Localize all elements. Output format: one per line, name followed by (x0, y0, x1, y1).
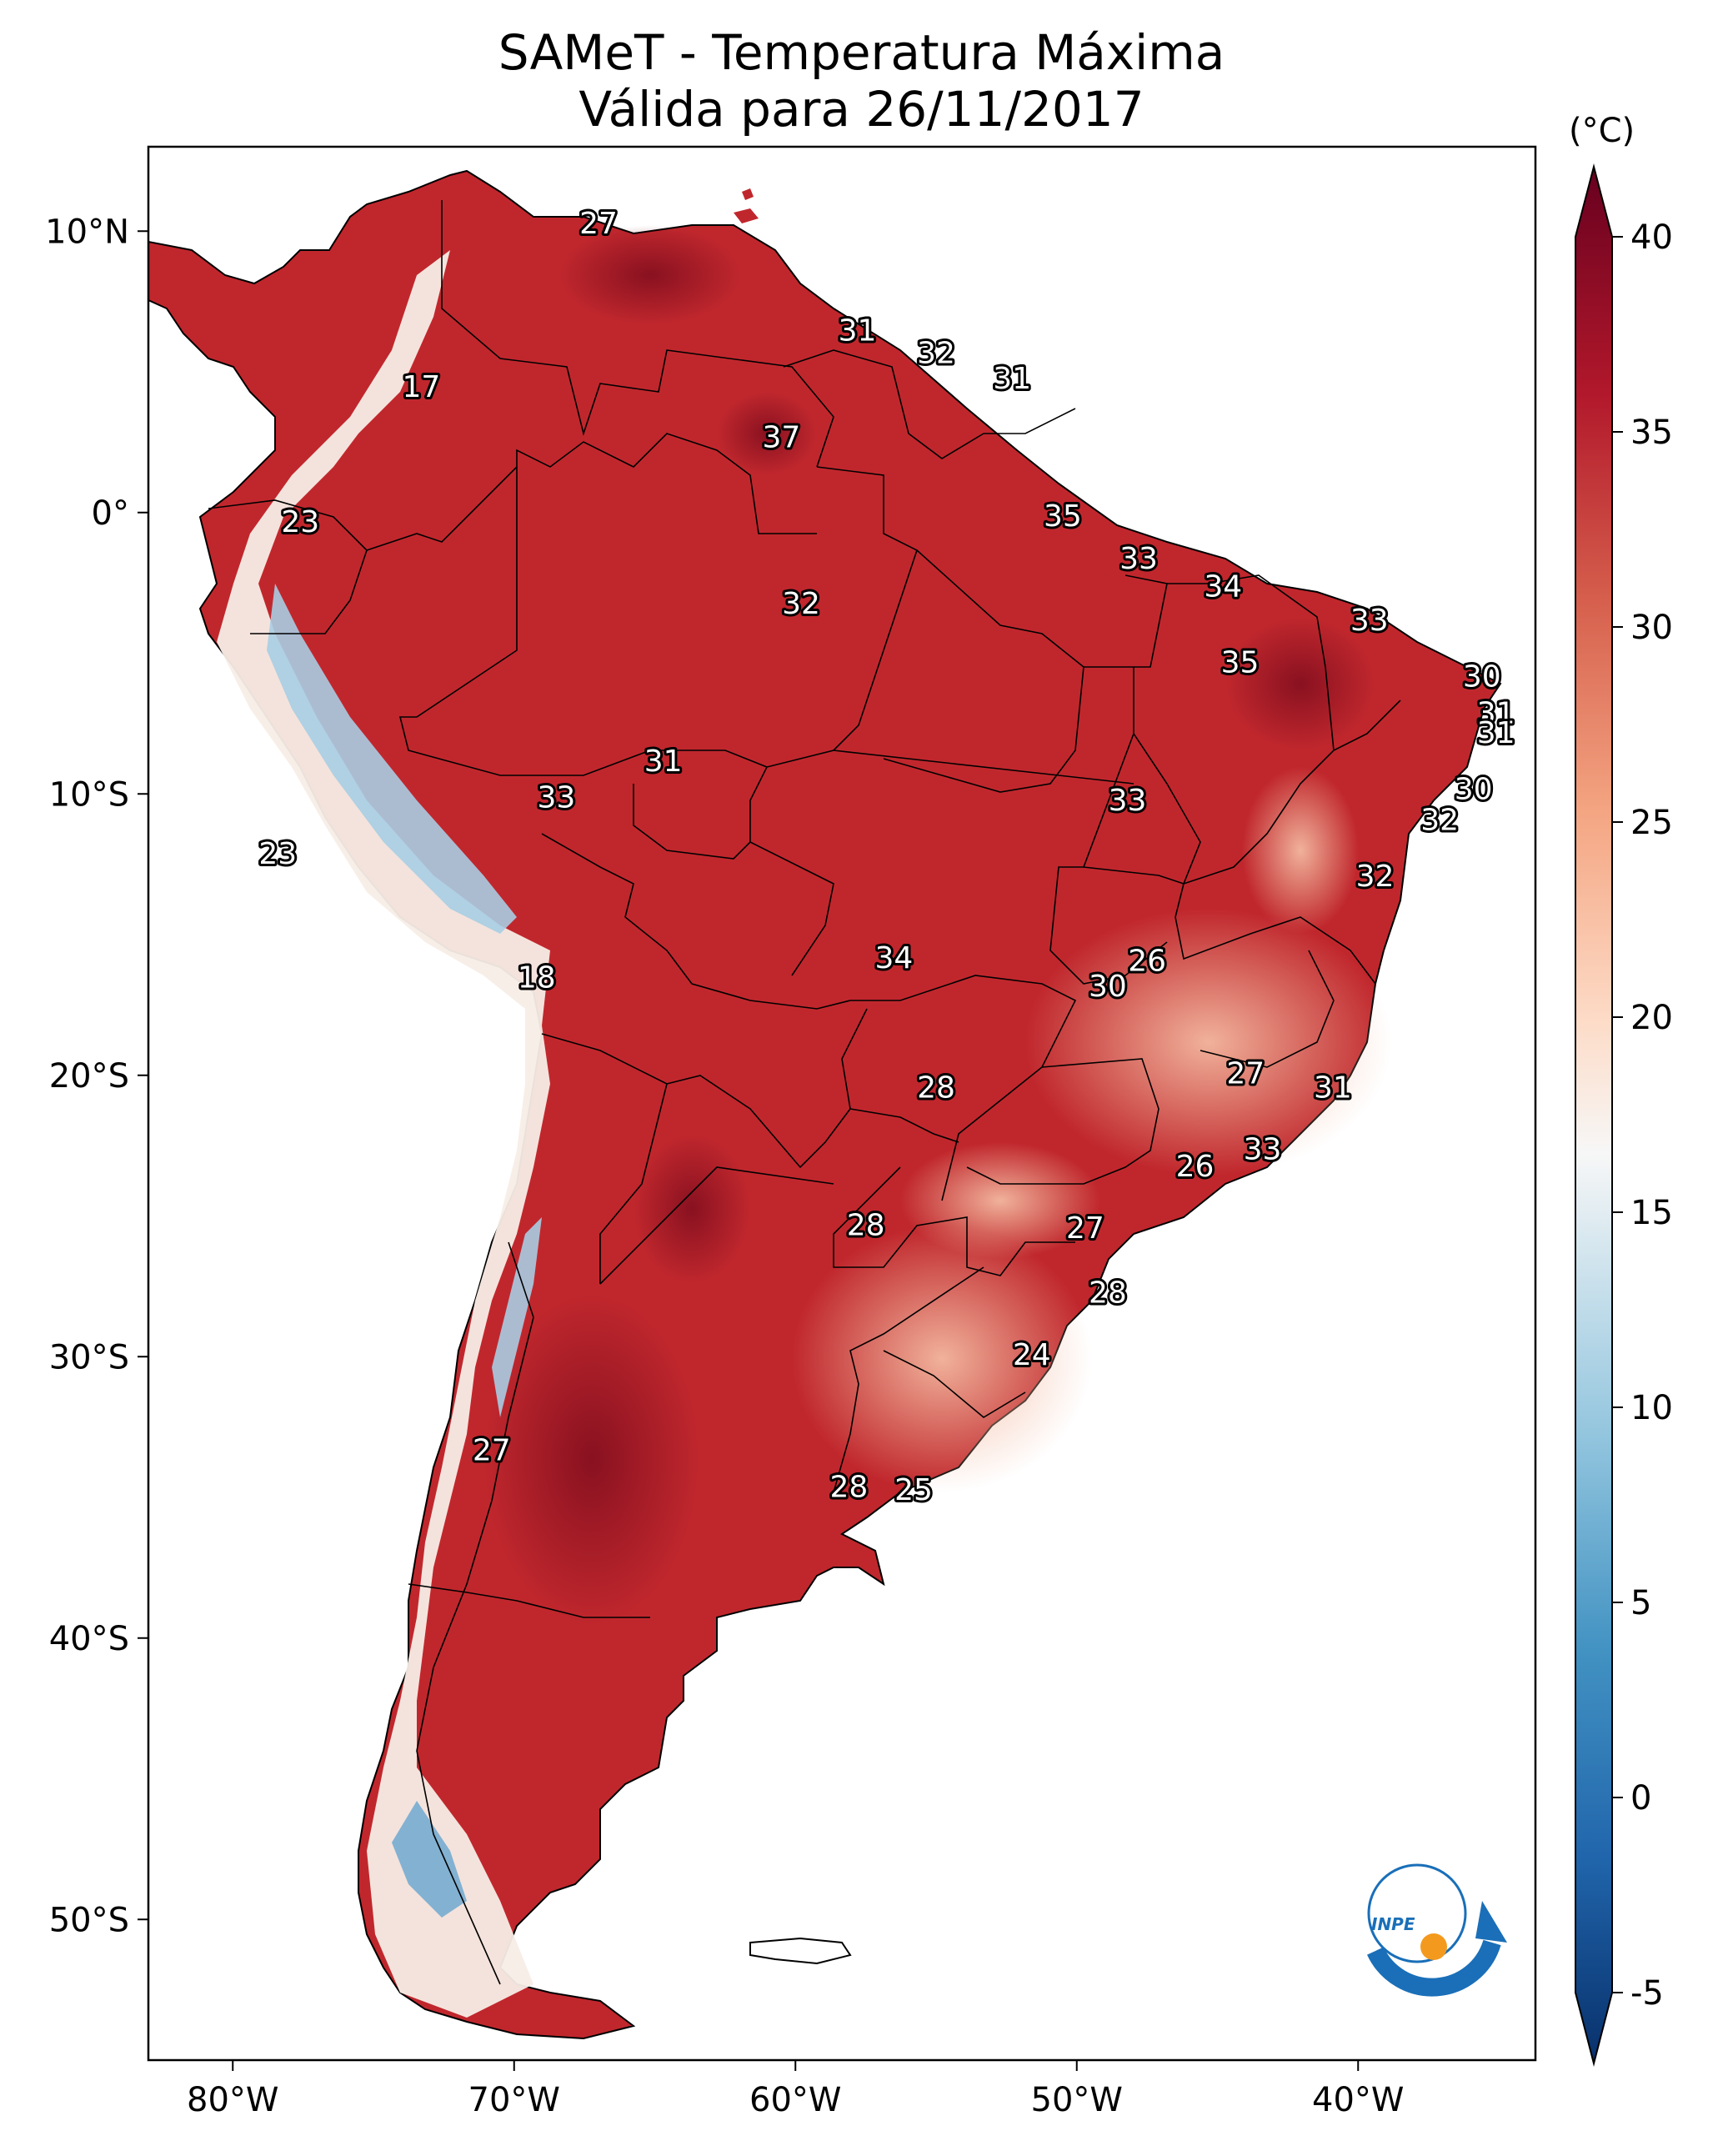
x-tick-label: 70°W (468, 2081, 560, 2119)
falkland-islands (749, 1937, 852, 1965)
andes-blue-strip (267, 584, 517, 934)
colorbar-tick-label: -5 (1630, 1974, 1664, 2013)
y-tick-label: 50°S (49, 1901, 129, 1939)
colorbar-ticks: -5 0 5 10 15 20 25 30 35 40 (1612, 218, 1673, 2013)
temperature-label: 26 (1176, 1150, 1215, 1184)
colorbar-tick-label: 5 (1630, 1584, 1651, 1622)
x-tick-label: 50°W (1031, 2081, 1123, 2119)
hot-core-venezuela (558, 225, 742, 325)
colorbar-tick-label: 30 (1630, 609, 1673, 647)
temperature-label: 25 (894, 1473, 933, 1507)
temperature-label: 34 (874, 941, 913, 975)
temperature-label: 33 (1350, 604, 1389, 638)
temperature-label: 31 (839, 313, 877, 348)
logo-sun-icon (1420, 1933, 1447, 1960)
temperature-label: 32 (782, 587, 820, 621)
temperature-label: 27 (579, 207, 618, 241)
colorbar-tick-label: 0 (1630, 1779, 1651, 1818)
political-borders (208, 200, 1401, 1985)
temperature-label: 37 (762, 421, 800, 455)
y-tick-label: 40°S (49, 1620, 129, 1658)
latitude-axis: 10°N 0° 10°S 20°S 30°S 40°S 50°S (45, 213, 148, 1939)
colorbar-tick-label: 35 (1630, 414, 1673, 452)
colorbar-tick-label: 25 (1630, 804, 1673, 842)
temperature-label: 17 (402, 370, 440, 404)
x-tick-label: 60°W (749, 2081, 841, 2119)
patagonia-cold (392, 1801, 467, 1918)
warm-patch-parana (900, 1142, 1100, 1259)
y-tick-label: 20°S (49, 1057, 129, 1096)
colorbar-body (1575, 163, 1613, 2067)
colorbar-tick-label: 10 (1630, 1389, 1673, 1427)
temperature-label: 33 (1244, 1133, 1282, 1167)
colorbar: (°C) -5 0 5 10 15 20 25 30 35 40 (1569, 112, 1673, 2067)
y-tick-label: 30°S (49, 1338, 129, 1376)
temperature-label: 27 (1226, 1056, 1265, 1091)
temperature-label: 30 (1463, 660, 1501, 694)
x-tick-label: 40°W (1312, 2081, 1404, 2119)
logo-orbit-icon (1367, 1863, 1467, 1963)
longitude-axis: 80°W 70°W 60°W 50°W 40°W (187, 2060, 1404, 2119)
map-subtitle: Válida para 26/11/2017 (579, 81, 1144, 138)
x-tick-label: 80°W (187, 2081, 278, 2119)
caribbean-island (734, 208, 759, 223)
hot-core-roraima (717, 392, 817, 475)
hot-core-chaco (634, 1134, 750, 1284)
temperature-label: 32 (917, 336, 955, 370)
temperature-label: 27 (1066, 1211, 1104, 1246)
colorbar-tick-label: 20 (1630, 999, 1673, 1037)
inpe-logo: INPE (1367, 1863, 1507, 1997)
map-title: SAMeT - Temperatura Máxima (498, 24, 1225, 81)
temperature-label: 18 (518, 961, 556, 995)
temperature-label: 24 (1013, 1338, 1051, 1372)
colorbar-tick-label: 15 (1630, 1194, 1673, 1232)
temperature-label: 34 (1204, 570, 1242, 604)
logo-text: INPE (1371, 1914, 1415, 1934)
temperature-field (217, 225, 1392, 2018)
hot-core-nordeste (1225, 617, 1375, 750)
hot-core-argentina (483, 1292, 700, 1626)
temperature-label: 23 (258, 837, 297, 871)
y-tick-label: 0° (92, 494, 129, 533)
temperature-label: 30 (1089, 970, 1127, 1004)
andes-blue-south (492, 1217, 542, 1417)
temperature-label: 28 (917, 1070, 955, 1105)
temperature-label: 30 (1455, 773, 1493, 807)
temperature-label: 27 (473, 1434, 511, 1468)
temperature-label: 31 (993, 362, 1031, 396)
warm-patch-bahia (1242, 767, 1359, 934)
y-tick-label: 10°N (45, 213, 129, 251)
warm-patch-south (792, 1226, 1092, 1492)
logo-arc-icon (1367, 1939, 1501, 1997)
y-tick-label: 10°S (49, 775, 129, 814)
plot-frame (147, 145, 1537, 2062)
temperature-label: 23 (281, 505, 319, 539)
temperature-label: 32 (1356, 860, 1395, 894)
temperature-label: 32 (1420, 804, 1459, 838)
temperature-label: 35 (1221, 646, 1260, 680)
temperature-label: 31 (644, 745, 683, 779)
temperature-label: 28 (1089, 1276, 1127, 1311)
logo-arrow-icon (1475, 1901, 1507, 1943)
caribbean-island (742, 188, 754, 200)
warm-patch-minas (1025, 909, 1392, 1176)
temperature-label: 31 (1477, 716, 1515, 750)
temperature-label: 31 (1477, 696, 1515, 730)
temperature-label: 28 (829, 1471, 868, 1505)
temperature-label: 26 (1128, 944, 1166, 978)
temperature-label: 31 (1314, 1070, 1352, 1105)
colorbar-tick-label: 40 (1630, 218, 1673, 257)
colorbar-unit: (°C) (1569, 112, 1635, 150)
temperature-label: 35 (1044, 499, 1082, 534)
temperature-label: 33 (1109, 784, 1147, 818)
temperature-label: 33 (537, 781, 575, 815)
temperature-label: 33 (1119, 542, 1158, 576)
temperature-label: 28 (847, 1209, 885, 1243)
